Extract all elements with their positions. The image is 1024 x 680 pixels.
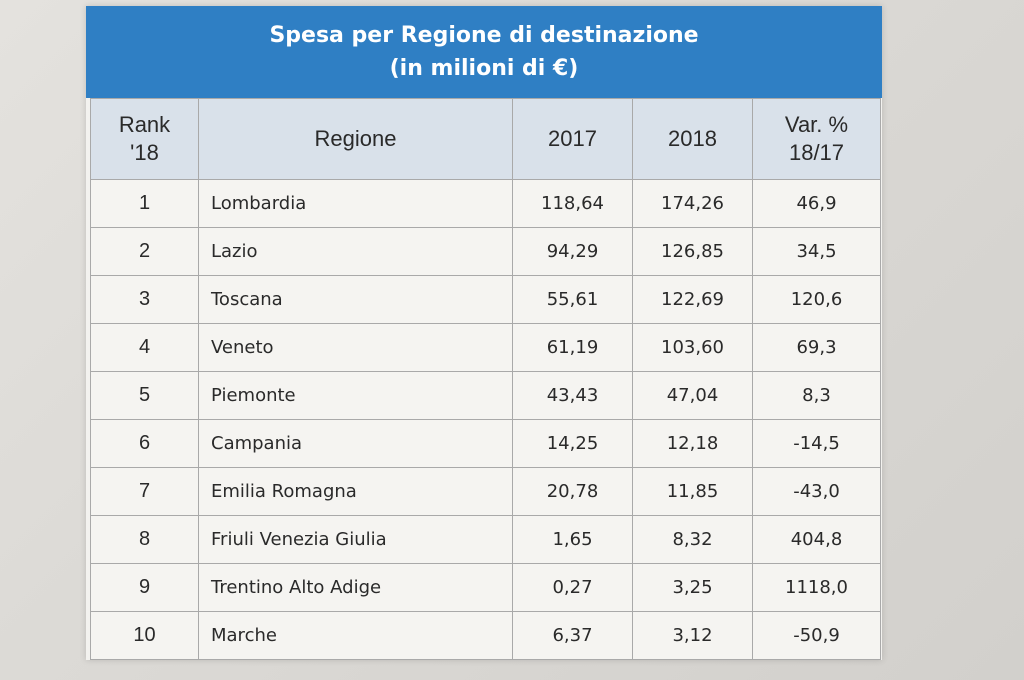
region-cell: Emilia Romagna xyxy=(198,467,513,516)
value-2018-cell: 3,25 xyxy=(632,563,753,612)
value-2018-cell: 174,26 xyxy=(632,179,753,228)
variation-cell: 404,8 xyxy=(752,515,881,564)
rank-cell: 5 xyxy=(90,371,199,420)
value-2018-cell: 126,85 xyxy=(632,227,753,276)
title-line-2: (in milioni di €) xyxy=(389,56,579,81)
rank-cell: 4 xyxy=(90,323,199,372)
region-cell: Veneto xyxy=(198,323,513,372)
value-2017-cell: 61,19 xyxy=(512,323,633,372)
value-2017-cell: 6,37 xyxy=(512,611,633,660)
header-rank: Rank '18 xyxy=(90,98,199,180)
document-sheet: Spesa per Regione di destinazione (in mi… xyxy=(86,6,882,660)
table-title: Spesa per Regione di destinazione (in mi… xyxy=(86,6,882,98)
variation-cell: 8,3 xyxy=(752,371,881,420)
region-cell: Piemonte xyxy=(198,371,513,420)
title-line-1: Spesa per Regione di destinazione xyxy=(269,23,699,48)
region-cell: Lombardia xyxy=(198,179,513,228)
region-cell: Campania xyxy=(198,419,513,468)
rank-cell: 9 xyxy=(90,563,199,612)
rank-cell: 7 xyxy=(90,467,199,516)
region-cell: Toscana xyxy=(198,275,513,324)
spending-table: Rank '18 Regione 2017 2018 Var. % 18/17 … xyxy=(90,98,881,660)
header-variation: Var. % 18/17 xyxy=(752,98,881,180)
value-2018-cell: 47,04 xyxy=(632,371,753,420)
value-2017-cell: 1,65 xyxy=(512,515,633,564)
variation-cell: 46,9 xyxy=(752,179,881,228)
value-2018-cell: 103,60 xyxy=(632,323,753,372)
rank-cell: 1 xyxy=(90,179,199,228)
header-2018: 2018 xyxy=(632,98,753,180)
value-2017-cell: 20,78 xyxy=(512,467,633,516)
region-cell: Marche xyxy=(198,611,513,660)
table-row: 9 Trentino Alto Adige 0,27 3,25 1118,0 xyxy=(90,563,881,612)
variation-cell: -14,5 xyxy=(752,419,881,468)
value-2017-cell: 0,27 xyxy=(512,563,633,612)
value-2018-cell: 3,12 xyxy=(632,611,753,660)
variation-cell: 69,3 xyxy=(752,323,881,372)
table-row: 6 Campania 14,25 12,18 -14,5 xyxy=(90,419,881,468)
table-row: 5 Piemonte 43,43 47,04 8,3 xyxy=(90,371,881,420)
table-row: 7 Emilia Romagna 20,78 11,85 -43,0 xyxy=(90,467,881,516)
value-2017-cell: 94,29 xyxy=(512,227,633,276)
table-row: 8 Friuli Venezia Giulia 1,65 8,32 404,8 xyxy=(90,515,881,564)
table-row: 3 Toscana 55,61 122,69 120,6 xyxy=(90,275,881,324)
value-2018-cell: 8,32 xyxy=(632,515,753,564)
table-row: 4 Veneto 61,19 103,60 69,3 xyxy=(90,323,881,372)
region-cell: Lazio xyxy=(198,227,513,276)
value-2018-cell: 122,69 xyxy=(632,275,753,324)
header-2017: 2017 xyxy=(512,98,633,180)
value-2018-cell: 11,85 xyxy=(632,467,753,516)
header-rank-line-1: Rank xyxy=(118,112,171,137)
variation-cell: 1118,0 xyxy=(752,563,881,612)
table-row: 1 Lombardia 118,64 174,26 46,9 xyxy=(90,179,881,228)
value-2017-cell: 14,25 xyxy=(512,419,633,468)
value-2017-cell: 55,61 xyxy=(512,275,633,324)
rank-cell: 10 xyxy=(90,611,199,660)
header-variation-line-2: 18/17 xyxy=(788,140,845,165)
header-variation-line-1: Var. % xyxy=(784,112,849,137)
value-2017-cell: 43,43 xyxy=(512,371,633,420)
rank-cell: 6 xyxy=(90,419,199,468)
variation-cell: 120,6 xyxy=(752,275,881,324)
variation-cell: -50,9 xyxy=(752,611,881,660)
value-2018-cell: 12,18 xyxy=(632,419,753,468)
rank-cell: 3 xyxy=(90,275,199,324)
variation-cell: -43,0 xyxy=(752,467,881,516)
rank-cell: 8 xyxy=(90,515,199,564)
rank-cell: 2 xyxy=(90,227,199,276)
table-row: 10 Marche 6,37 3,12 -50,9 xyxy=(90,611,881,660)
value-2017-cell: 118,64 xyxy=(512,179,633,228)
region-cell: Trentino Alto Adige xyxy=(198,563,513,612)
header-rank-line-2: '18 xyxy=(130,140,159,165)
header-region: Regione xyxy=(198,98,513,180)
table-row: 2 Lazio 94,29 126,85 34,5 xyxy=(90,227,881,276)
variation-cell: 34,5 xyxy=(752,227,881,276)
region-cell: Friuli Venezia Giulia xyxy=(198,515,513,564)
header-row: Rank '18 Regione 2017 2018 Var. % 18/17 xyxy=(90,98,881,180)
